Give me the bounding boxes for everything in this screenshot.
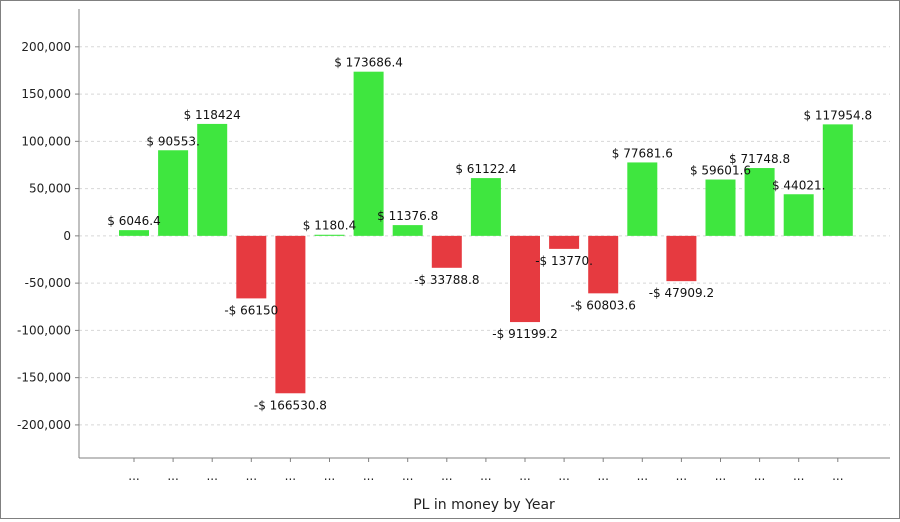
bar [822, 124, 853, 236]
data-label: $ 117954.8 [803, 108, 872, 122]
gridlines [79, 46, 890, 426]
bar [783, 194, 814, 236]
bar [314, 234, 345, 236]
data-label: -$ 47909.2 [649, 286, 714, 300]
bar [119, 230, 149, 236]
bar [158, 150, 189, 236]
x-tick-label: ... [441, 469, 452, 483]
x-tick-labels: ........................................… [128, 458, 844, 483]
y-tick-label: -150,000 [17, 371, 71, 385]
y-tick-label: 200,000 [21, 40, 71, 54]
y-tick-labels: 200,000 150,000 100,000 50,000 0 -50,000 -100,… [17, 40, 79, 432]
data-labels: $ 6046.4 $ 90553. $ 118424 -$ 66150 -$ 16653… [107, 56, 872, 413]
data-label: $ 71748.8 [729, 152, 790, 166]
bar [549, 235, 580, 249]
data-label: $ 59601.6 [690, 164, 751, 178]
data-label: $ 11376.8 [377, 209, 438, 223]
bar [353, 71, 384, 236]
data-label: -$ 66150 [224, 303, 278, 317]
bar [392, 225, 423, 236]
bar [431, 235, 462, 268]
x-tick-label: ... [519, 469, 530, 483]
data-label: -$ 91199.2 [492, 327, 557, 341]
data-label: $ 118424 [184, 108, 241, 122]
data-label: -$ 60803.6 [570, 298, 635, 312]
bar [197, 123, 228, 236]
bar [236, 235, 267, 299]
x-tick-label: ... [715, 469, 726, 483]
x-tick-label: ... [167, 469, 178, 483]
data-label: $ 173686.4 [334, 56, 403, 70]
data-label: -$ 13770. [535, 254, 593, 268]
bars [119, 71, 853, 394]
bar [588, 235, 619, 294]
x-tick-label: ... [754, 469, 765, 483]
data-label: $ 77681.6 [612, 146, 673, 160]
bar [744, 168, 775, 236]
x-tick-label: ... [832, 469, 843, 483]
x-tick-label: ... [128, 469, 139, 483]
y-tick-label: 0 [63, 229, 71, 243]
bar [705, 179, 736, 236]
data-label: -$ 166530.8 [254, 398, 327, 412]
x-tick-label: ... [363, 469, 374, 483]
bar [470, 178, 501, 236]
y-tick-label: 50,000 [29, 182, 71, 196]
x-tick-label: ... [597, 469, 608, 483]
x-tick-label: ... [324, 469, 335, 483]
y-tick-label: 150,000 [21, 87, 71, 101]
bar [275, 235, 306, 394]
data-label: $ 44021. [772, 178, 825, 192]
x-tick-label: ... [480, 469, 491, 483]
bar [510, 235, 540, 323]
y-tick-label: -50,000 [25, 276, 71, 290]
x-tick-label: ... [246, 469, 257, 483]
y-tick-label: 100,000 [21, 134, 71, 148]
x-tick-label: ... [676, 469, 687, 483]
x-tick-label: ... [558, 469, 569, 483]
data-label: $ 90553. [146, 134, 199, 148]
axes [78, 9, 890, 459]
data-label: $ 1180.4 [303, 219, 356, 233]
y-tick-label: -100,000 [17, 323, 71, 337]
data-label: $ 6046.4 [107, 214, 160, 228]
bar [627, 162, 658, 236]
data-label: -$ 33788.8 [414, 273, 479, 287]
x-tick-label: ... [793, 469, 804, 483]
bar [666, 235, 697, 282]
y-tick-label: -200,000 [17, 418, 71, 432]
x-tick-label: ... [402, 469, 413, 483]
x-axis-label: PL in money by Year [413, 497, 555, 513]
x-tick-label: ... [637, 469, 648, 483]
x-tick-label: ... [206, 469, 217, 483]
x-tick-label: ... [285, 469, 296, 483]
data-label: $ 61122.4 [455, 162, 516, 176]
